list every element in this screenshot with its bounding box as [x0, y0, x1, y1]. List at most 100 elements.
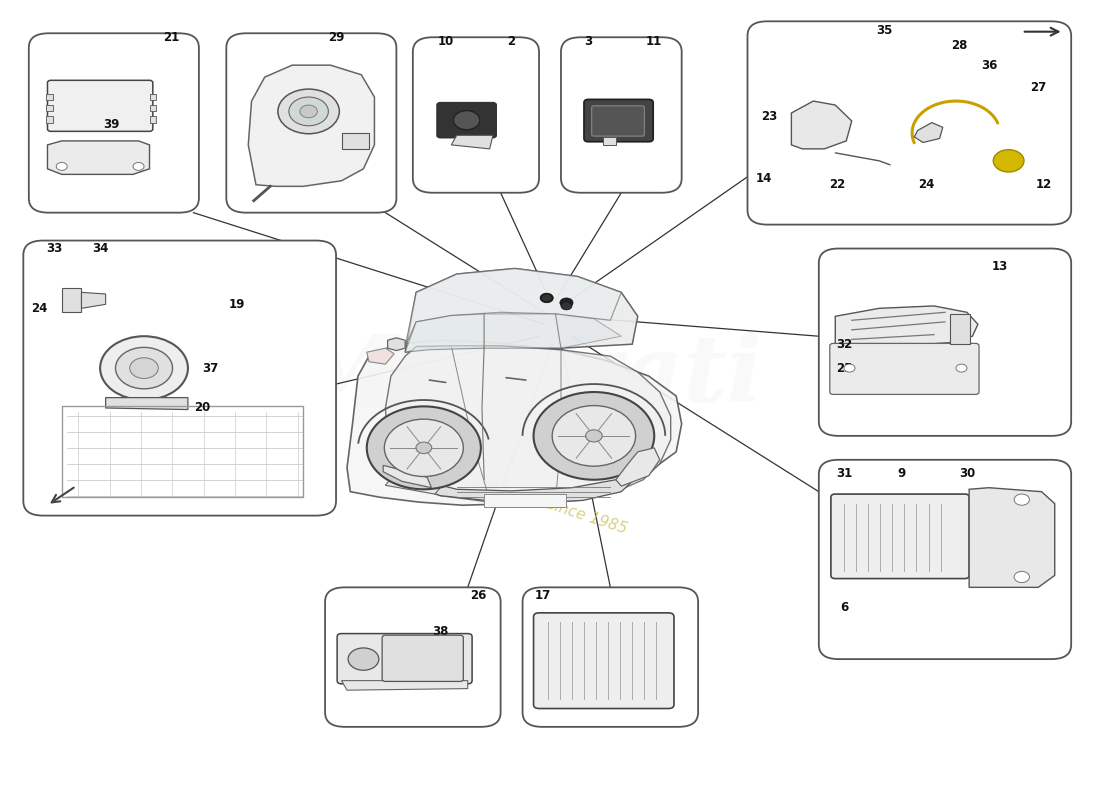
Polygon shape	[346, 340, 682, 506]
Text: 17: 17	[535, 589, 550, 602]
Text: 3: 3	[584, 34, 593, 48]
Circle shape	[416, 442, 431, 454]
Text: 39: 39	[103, 118, 119, 131]
Polygon shape	[556, 314, 622, 348]
Circle shape	[956, 364, 967, 372]
Text: 28: 28	[952, 38, 968, 52]
Polygon shape	[249, 65, 374, 186]
Polygon shape	[383, 466, 431, 488]
Text: 27: 27	[1030, 81, 1046, 94]
Text: 25: 25	[836, 362, 852, 374]
Text: 2: 2	[507, 34, 516, 48]
Bar	[46, 94, 53, 100]
Circle shape	[540, 293, 553, 302]
Circle shape	[561, 302, 572, 310]
Polygon shape	[429, 480, 632, 504]
Text: 37: 37	[201, 362, 218, 374]
Circle shape	[541, 294, 552, 302]
FancyBboxPatch shape	[818, 249, 1071, 436]
Bar	[484, 494, 566, 507]
Text: 6: 6	[840, 601, 848, 614]
Circle shape	[453, 110, 480, 130]
Text: 33: 33	[46, 242, 63, 255]
Text: 14: 14	[756, 172, 772, 185]
FancyBboxPatch shape	[584, 99, 653, 142]
Circle shape	[384, 419, 463, 477]
FancyBboxPatch shape	[412, 38, 539, 193]
Polygon shape	[106, 398, 188, 410]
Circle shape	[534, 392, 654, 480]
Polygon shape	[385, 346, 671, 504]
Text: 35: 35	[877, 24, 893, 38]
FancyBboxPatch shape	[818, 460, 1071, 659]
Polygon shape	[616, 448, 660, 486]
FancyBboxPatch shape	[326, 587, 500, 727]
Text: 30: 30	[959, 467, 975, 480]
Text: Maserati: Maserati	[294, 331, 763, 421]
Circle shape	[366, 406, 481, 490]
Polygon shape	[791, 101, 851, 149]
Text: 20: 20	[194, 402, 210, 414]
Polygon shape	[405, 269, 622, 346]
Text: a classic italian cars since 1985: a classic italian cars since 1985	[394, 447, 629, 536]
Circle shape	[585, 430, 602, 442]
Text: 38: 38	[432, 625, 449, 638]
FancyBboxPatch shape	[29, 34, 199, 213]
Text: 34: 34	[92, 242, 108, 255]
FancyBboxPatch shape	[830, 494, 969, 578]
Bar	[603, 137, 616, 145]
Text: 24: 24	[918, 178, 935, 191]
Bar	[46, 116, 53, 122]
Circle shape	[993, 150, 1024, 172]
FancyBboxPatch shape	[748, 22, 1071, 225]
Text: 11: 11	[646, 34, 662, 48]
FancyBboxPatch shape	[534, 613, 674, 709]
Circle shape	[278, 89, 339, 134]
Circle shape	[1014, 494, 1030, 506]
Circle shape	[1014, 571, 1030, 582]
Polygon shape	[81, 292, 106, 308]
Circle shape	[133, 162, 144, 170]
Circle shape	[56, 162, 67, 170]
FancyBboxPatch shape	[382, 635, 463, 682]
FancyBboxPatch shape	[337, 634, 472, 684]
FancyBboxPatch shape	[522, 587, 698, 727]
Polygon shape	[484, 314, 561, 348]
Bar	[46, 105, 53, 111]
Text: 23: 23	[761, 110, 778, 123]
Polygon shape	[47, 141, 150, 174]
Polygon shape	[341, 681, 468, 690]
Polygon shape	[405, 314, 484, 352]
FancyBboxPatch shape	[829, 343, 979, 394]
Text: 32: 32	[836, 338, 852, 350]
Polygon shape	[405, 269, 638, 352]
Text: 19: 19	[229, 298, 245, 311]
Circle shape	[289, 97, 329, 126]
Circle shape	[552, 406, 636, 466]
Bar	[150, 94, 156, 100]
Text: 21: 21	[163, 30, 179, 44]
Text: 13: 13	[992, 259, 1008, 273]
Text: 12: 12	[1035, 178, 1052, 191]
Circle shape	[560, 298, 573, 307]
Polygon shape	[969, 488, 1055, 587]
FancyBboxPatch shape	[227, 34, 396, 213]
Polygon shape	[451, 135, 493, 149]
Text: 9: 9	[896, 467, 905, 480]
Circle shape	[348, 648, 378, 670]
Text: 31: 31	[836, 467, 852, 480]
Text: 10: 10	[438, 34, 454, 48]
Bar	[341, 133, 368, 149]
Bar	[150, 116, 156, 122]
FancyBboxPatch shape	[437, 102, 496, 138]
Circle shape	[130, 358, 158, 378]
Text: 26: 26	[471, 589, 487, 602]
Polygon shape	[835, 306, 978, 346]
Text: 24: 24	[32, 302, 48, 315]
Bar	[950, 314, 970, 344]
Bar	[62, 288, 81, 312]
Circle shape	[116, 347, 173, 389]
FancyBboxPatch shape	[561, 38, 682, 193]
FancyBboxPatch shape	[592, 106, 645, 136]
FancyBboxPatch shape	[47, 80, 153, 131]
